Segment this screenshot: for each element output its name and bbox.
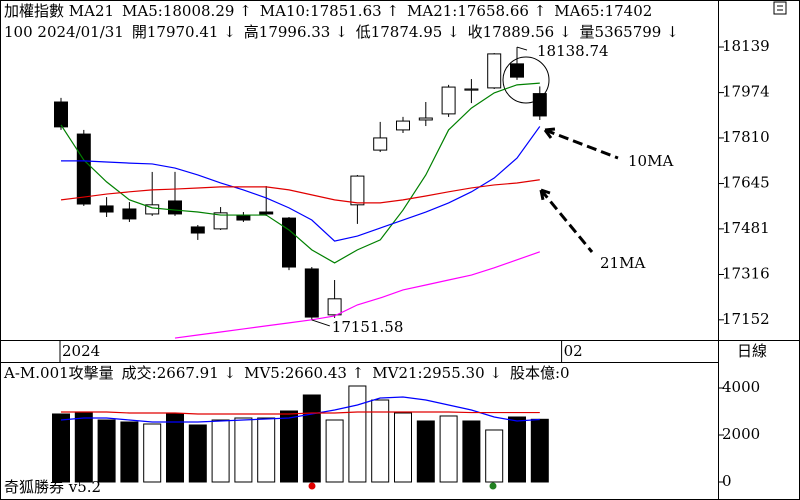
- candle-body: [464, 88, 479, 91]
- volume-bar: [530, 418, 549, 483]
- annotation: 21MA: [600, 254, 645, 272]
- candle-body: [236, 214, 251, 221]
- legend-item: 量5365799 ↓: [580, 23, 679, 41]
- volume-bar: [485, 429, 504, 483]
- candle-body: [54, 101, 68, 128]
- candle-body: [213, 212, 228, 230]
- volume-bar: [211, 419, 230, 483]
- low-label: 17151.58: [332, 318, 404, 336]
- candle-body: [99, 205, 114, 213]
- high-label: 18138.74: [537, 42, 609, 60]
- ma-line: [60, 82, 540, 264]
- ma-line: [60, 396, 540, 423]
- footer: 奇狐勝券 v5.2: [4, 478, 101, 496]
- candle-body: [122, 208, 137, 220]
- volume-bar: [439, 415, 458, 483]
- line-group: [60, 396, 540, 423]
- candle-body: [510, 63, 524, 78]
- volume-bar: [371, 399, 390, 483]
- y-tick-label: 17810: [722, 128, 770, 146]
- candle-body: [259, 211, 274, 215]
- candle-body: [418, 117, 433, 121]
- volume-bar: [188, 424, 207, 483]
- candle-body: [350, 175, 365, 206]
- y-tick-label: 18139: [722, 37, 770, 55]
- bars: [52, 385, 549, 483]
- candle-body: [327, 298, 342, 316]
- candle-body: [396, 120, 410, 131]
- volume-bar: [348, 385, 367, 483]
- ma-line: [60, 179, 540, 204]
- y-tick-label: 17152: [722, 310, 770, 328]
- line-group: [60, 82, 541, 339]
- arrow: [539, 188, 594, 253]
- volume-bar: [97, 419, 116, 483]
- legend-item: 成交:2667.91 ↓: [122, 364, 236, 382]
- legend-item: MA65:17402: [554, 2, 652, 20]
- legend-item: MA21:17658.66 ↑: [407, 2, 546, 20]
- candle-body: [145, 204, 160, 215]
- candle-body: [190, 226, 205, 234]
- highlight-circle: [502, 56, 550, 104]
- candle-body: [373, 137, 388, 151]
- volume-bar: [280, 410, 298, 483]
- ma-line: [61, 126, 541, 242]
- volume-bar: [416, 420, 435, 483]
- y-tick-label: 17316: [722, 264, 770, 282]
- legend-item: 加權指數 MA21: [4, 2, 114, 20]
- legend-item: MV21:2955.30 ↓: [372, 364, 502, 382]
- x-tick-label: 2024: [62, 342, 100, 360]
- annotation-leader: [516, 46, 528, 51]
- y-tick-label: 2000: [722, 425, 760, 443]
- legend-item: 股本億:0: [510, 364, 570, 382]
- volume-bar: [143, 423, 162, 483]
- volume-bar: [74, 411, 93, 483]
- legend-item: A-M.001攻擊量: [3, 364, 114, 382]
- volume-bar: [394, 412, 412, 483]
- volume-bar: [302, 394, 321, 483]
- x-tick-label: 02: [564, 342, 583, 360]
- annotation: 10MA: [628, 152, 673, 170]
- legend-item: 開17970.41 ↓: [132, 23, 236, 41]
- candles: [54, 47, 547, 320]
- signal-dot: [489, 482, 497, 490]
- y-tick-label: 17974: [722, 83, 770, 101]
- legend-item: 高17996.33 ↓: [244, 23, 348, 41]
- ma-line: [174, 251, 540, 339]
- volume-bar: [325, 419, 344, 483]
- signal-dot: [308, 482, 316, 490]
- candle-body: [532, 93, 547, 117]
- volume-bar: [462, 420, 481, 483]
- candle-body: [487, 53, 502, 89]
- annotation-leader: [311, 319, 330, 327]
- y-tick-label: 4000: [722, 378, 760, 396]
- candle-body: [282, 217, 296, 268]
- candle-body: [441, 86, 456, 115]
- volume-bar: [120, 421, 139, 483]
- legend-item: MA10:17851.63 ↑: [260, 2, 399, 20]
- legend-item: MV5:2660.43 ↑: [244, 364, 364, 382]
- y-tick-label: 17645: [722, 174, 770, 192]
- arrow: [543, 127, 619, 160]
- volume-bar: [508, 416, 526, 483]
- legend-item: 收17889.56 ↓: [468, 23, 572, 41]
- volume-bar: [257, 417, 276, 483]
- volume-bar: [166, 413, 184, 483]
- volume-bar: [234, 417, 253, 483]
- period-label: 日線: [737, 342, 767, 360]
- legend-item: 低17874.95 ↓: [356, 23, 460, 41]
- ma-line: [61, 411, 540, 415]
- candle-body: [168, 200, 182, 215]
- candle-body: [304, 268, 319, 318]
- y-tick-label: 0: [722, 472, 732, 490]
- volume-bar: [52, 413, 70, 483]
- legend-item: 100 2024/01/31: [4, 23, 124, 41]
- y-tick-label: 17481: [722, 219, 770, 237]
- menu-icon[interactable]: [773, 1, 787, 15]
- candle-body: [76, 133, 91, 205]
- legend-item: MA5:18008.29 ↑: [122, 2, 252, 20]
